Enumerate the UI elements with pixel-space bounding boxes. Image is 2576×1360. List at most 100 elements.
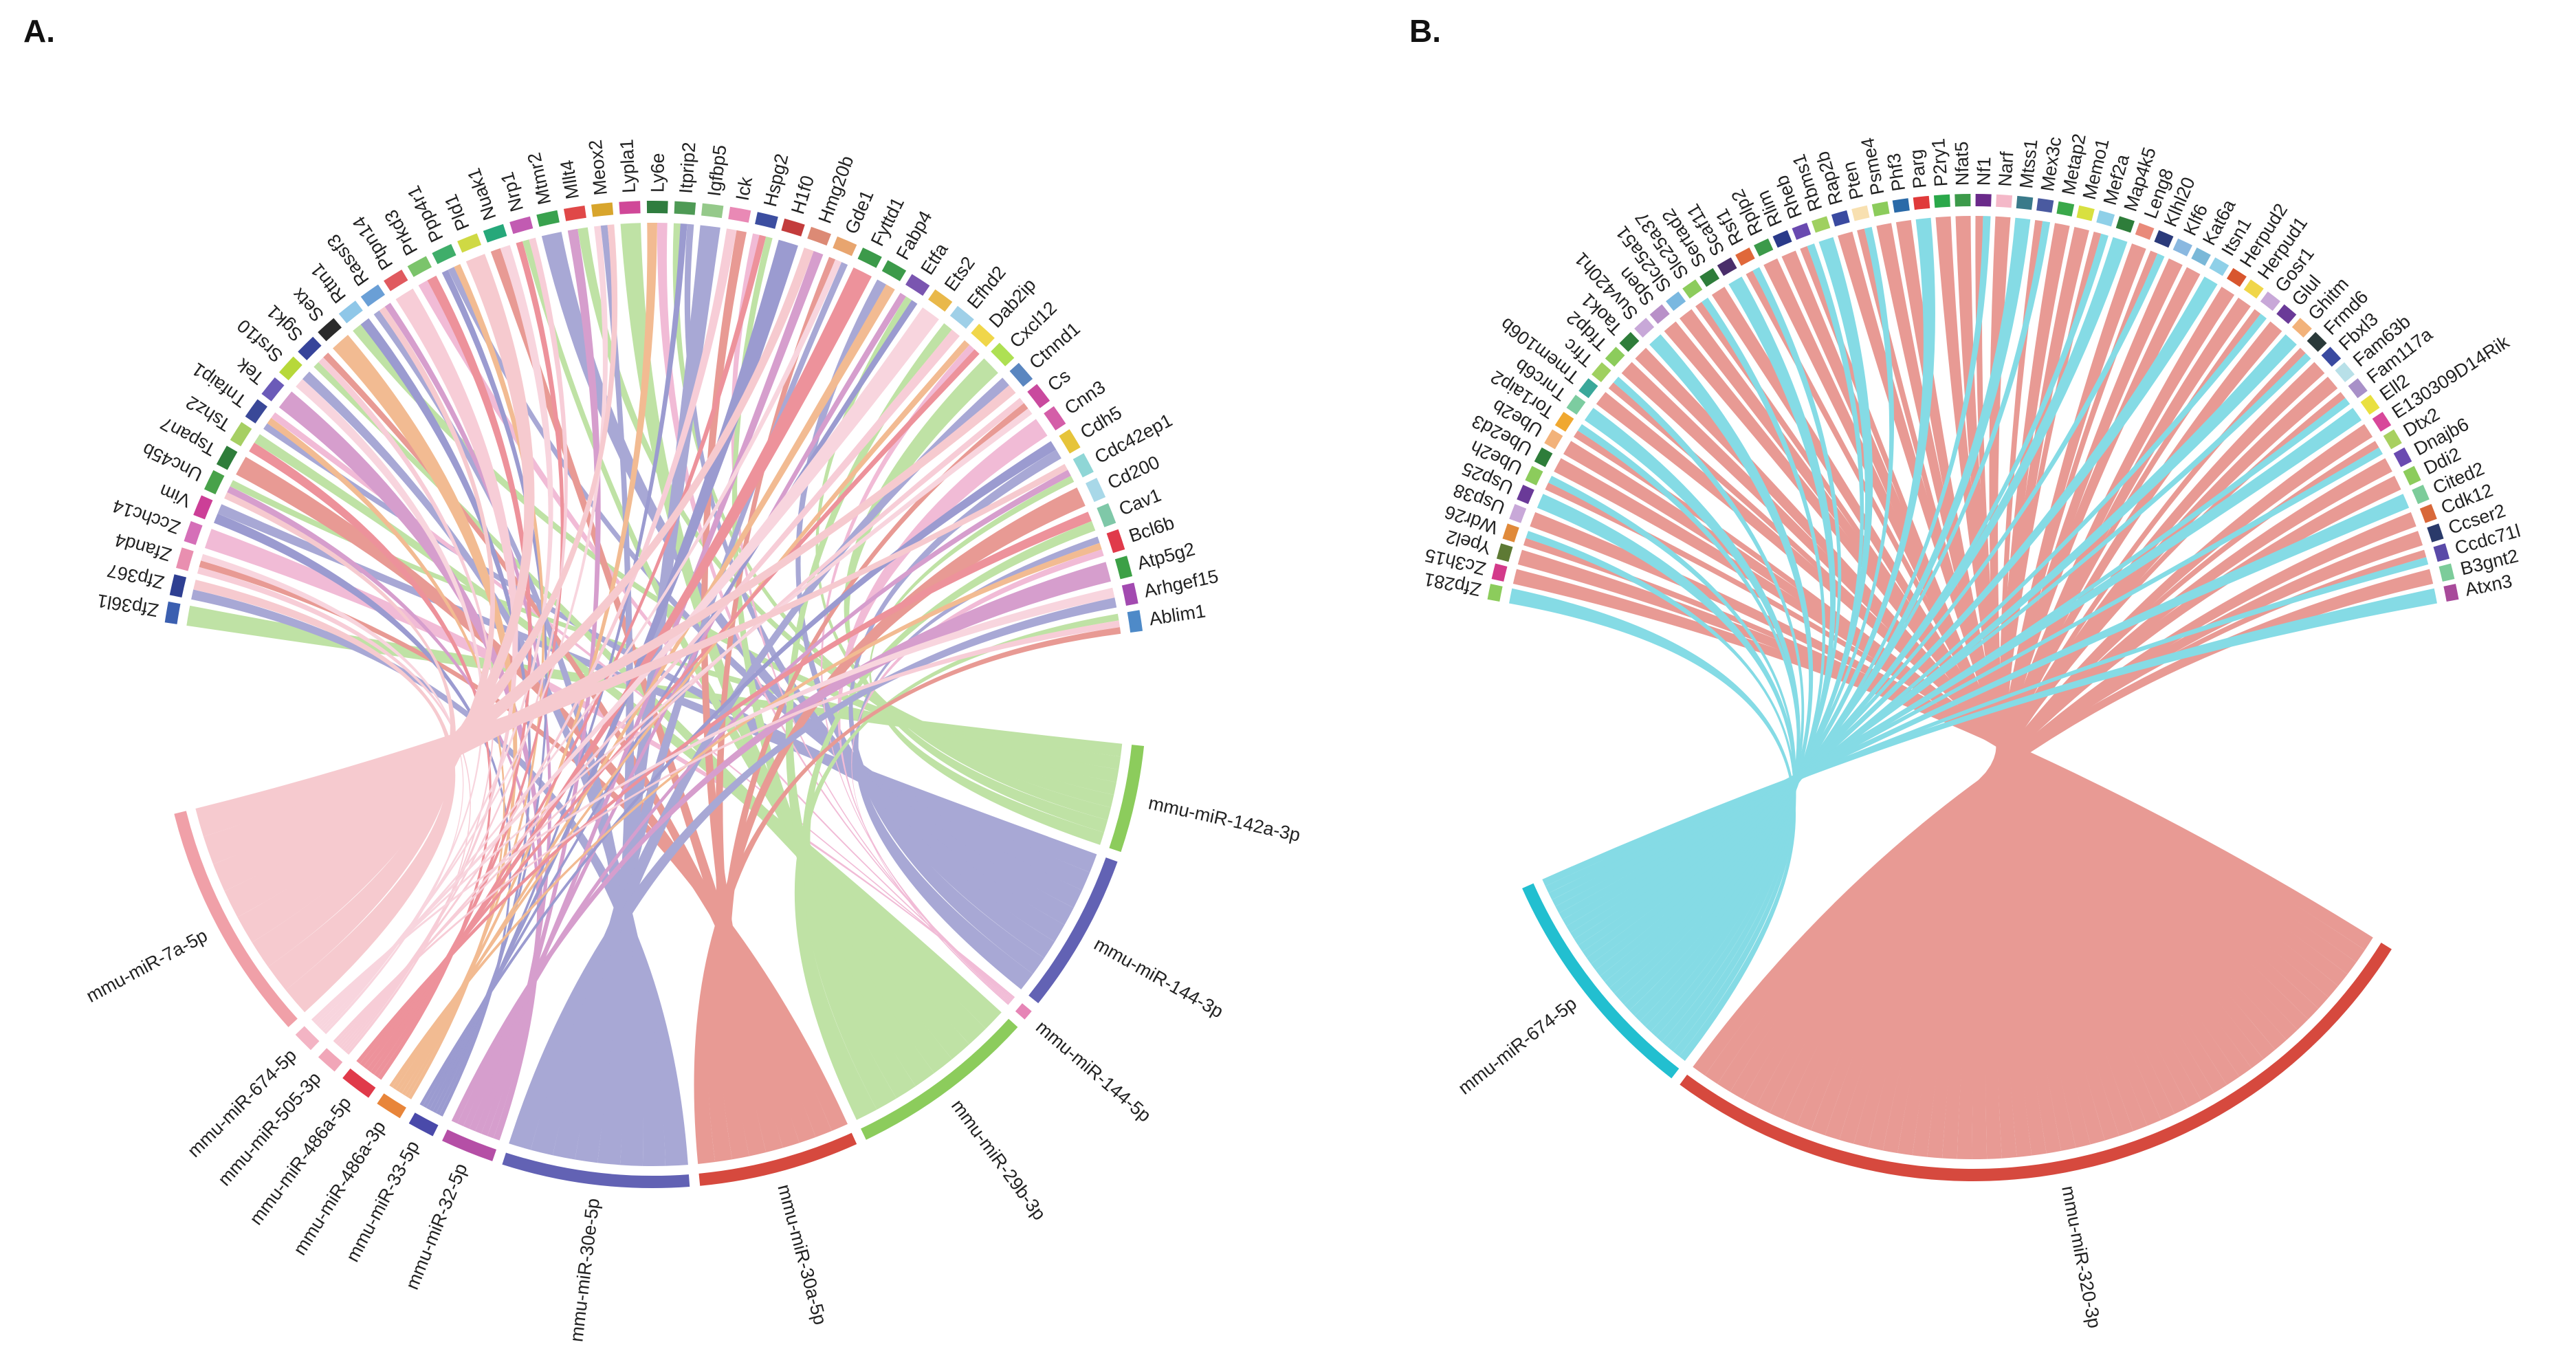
chord-ribbon [1876, 223, 2120, 1141]
gene-sector [1619, 331, 1640, 352]
panel-a-label: A. [23, 13, 55, 49]
gene-sector [2439, 563, 2455, 582]
chord-ribbon [731, 236, 934, 1086]
gene-label: Hspg2 [760, 152, 792, 209]
gene-sector [1027, 384, 1050, 408]
gene-sector [2172, 238, 2192, 256]
gene-sector [338, 300, 363, 324]
gene-sector [509, 216, 533, 234]
gene-sector [203, 470, 225, 494]
gene-sector [1097, 503, 1116, 527]
mirna-sector [1522, 883, 1680, 1079]
gene-sector [1666, 291, 1686, 311]
mirna-sector [318, 1048, 343, 1072]
gene-label: Parg [1906, 149, 1930, 190]
chord-ribbon [271, 412, 1014, 1000]
gene-sector [1496, 543, 1513, 562]
chord-diagram-b: Zfp281Zc3h15Ypel2Wdr26Usp38Usp25Ube2hUbe… [1422, 132, 2523, 1330]
chord-ribbon [1955, 216, 2076, 1151]
chord-ribbon [1596, 392, 2298, 1040]
mirna-label: mmu-miR-486a-5p [245, 1093, 355, 1229]
chord-ribbon [315, 307, 939, 1025]
chord-diagram-a: Zfp36l1Zfp367Zfand4Zcchc14VimUnc45bTspan… [82, 139, 1302, 1343]
gene-label: Igfbp5 [704, 144, 731, 197]
gene-label: Zfp367 [105, 560, 166, 593]
gene-label: Zfand4 [113, 529, 174, 565]
chord-ribbon [254, 434, 1002, 1029]
mirna-label: mmu-miR-32-5p [401, 1161, 471, 1293]
gene-sector [591, 202, 614, 217]
mirna-sector [861, 1018, 1018, 1140]
gene-sector [701, 203, 724, 219]
gene-sector [2096, 210, 2115, 227]
mirna-label: mmu-miR-30e-5p [566, 1197, 604, 1343]
gene-sector [1892, 198, 1910, 213]
gene-sector [384, 270, 408, 292]
gene-sector [432, 243, 456, 265]
gene-label: Nfat5 [1951, 141, 1972, 186]
mirna-label: mmu-miR-144-5p [1032, 1016, 1155, 1126]
gene-sector [2321, 347, 2342, 367]
gene-sector [2260, 291, 2280, 311]
gene-sector [2291, 318, 2312, 338]
mirna-sector [295, 1026, 320, 1051]
mirna-label: mmu-miR-674-5p [1454, 993, 1581, 1098]
gene-sector [1831, 210, 1850, 227]
chord-ribbon [1635, 347, 2264, 1068]
gene-label: Meox2 [585, 139, 611, 197]
gene-label: Arhgef15 [1142, 566, 1220, 602]
gene-sector [407, 256, 432, 277]
mirna-label: mmu-miR-144-3p [1091, 934, 1227, 1022]
gene-label: H1f0 [787, 173, 818, 217]
gene-sector [928, 289, 953, 312]
gene-label: Tek [232, 354, 268, 388]
gene-sector [298, 336, 322, 360]
gene-label: Itprip2 [676, 142, 700, 195]
gene-sector [1682, 279, 1703, 299]
mirna-label: mmu-miR-320-3p [2058, 1184, 2105, 1330]
gene-sector [2383, 429, 2402, 450]
gene-sector [318, 318, 342, 342]
ribbons [1509, 216, 2437, 1160]
chord-ribbon [1994, 223, 2070, 1159]
gene-sector [1649, 304, 1670, 325]
gene-sector [2056, 201, 2075, 217]
gene-sector [1059, 429, 1081, 454]
gene-sector [807, 226, 831, 246]
gene-sector [2419, 504, 2437, 523]
gene-label: P2ry1 [1928, 138, 1951, 187]
gene-sector [1975, 194, 1992, 207]
mirna-sector [698, 1132, 857, 1186]
gene-sector [2393, 447, 2412, 468]
gene-label: Cav1 [1116, 485, 1164, 520]
chord-ribbon [318, 357, 494, 1053]
ribbons [186, 223, 1123, 1167]
chord-ribbon [1999, 219, 2043, 1158]
gene-label: Lypla1 [616, 139, 639, 194]
chord-ribbon [237, 254, 535, 943]
gene-sector [857, 248, 882, 268]
gene-sector [1086, 477, 1106, 503]
chord-ribbon [278, 391, 542, 1139]
gene-sector [1525, 465, 1543, 485]
gene-sector [1502, 523, 1519, 542]
chord-ribbon [363, 267, 872, 1070]
gene-sector [483, 223, 507, 243]
gene-sector [1127, 610, 1143, 633]
ring-separator [1493, 207, 2454, 1168]
mirna-sector [408, 1112, 439, 1137]
gene-sector [193, 495, 213, 520]
gene-sector [2307, 331, 2327, 352]
mirna-label: mmu-miR-29b-3p [947, 1096, 1050, 1225]
gene-sector [2076, 205, 2095, 221]
chord-ribbon [224, 492, 456, 991]
gene-sector [755, 212, 778, 229]
gene-sector [2226, 267, 2247, 287]
gene-sector [278, 356, 302, 381]
chord-ribbon [1548, 494, 2410, 900]
gene-sector [1534, 447, 1553, 468]
chord-ribbon [224, 224, 618, 917]
chord-ribbon [854, 536, 1100, 990]
chord-ribbon [1679, 309, 2240, 1086]
gene-sector [2433, 543, 2450, 562]
